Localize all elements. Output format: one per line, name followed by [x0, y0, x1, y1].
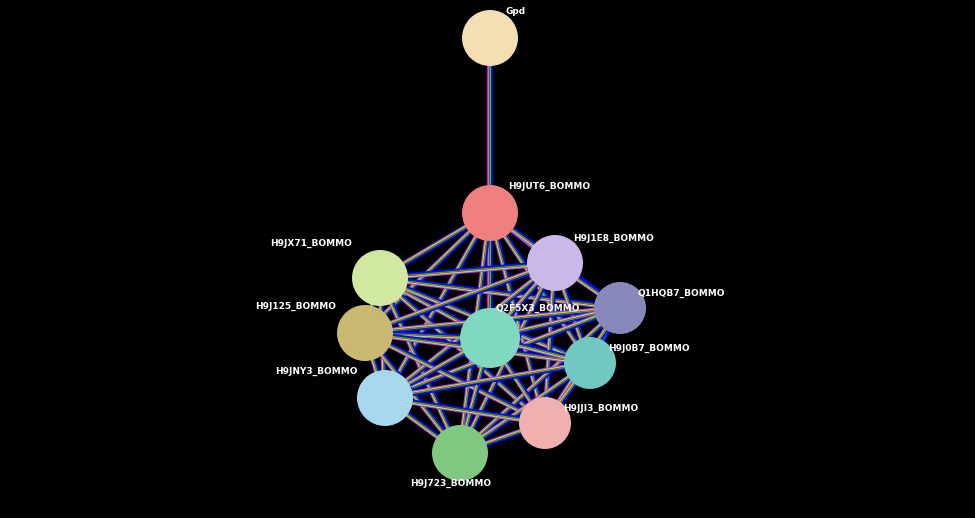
Circle shape — [527, 235, 583, 291]
Circle shape — [462, 185, 518, 241]
Circle shape — [519, 397, 571, 449]
Text: Q2F5X3_BOMMO: Q2F5X3_BOMMO — [495, 304, 579, 313]
Circle shape — [564, 337, 616, 389]
Circle shape — [337, 305, 393, 361]
Text: H9JNY3_BOMMO: H9JNY3_BOMMO — [275, 367, 358, 376]
Text: H9JJI3_BOMMO: H9JJI3_BOMMO — [563, 404, 639, 413]
Circle shape — [357, 370, 413, 426]
Text: Gpd: Gpd — [505, 7, 526, 16]
Text: H9J0B7_BOMMO: H9J0B7_BOMMO — [608, 344, 689, 353]
Text: H9J1E8_BOMMO: H9J1E8_BOMMO — [573, 234, 654, 243]
Circle shape — [460, 308, 520, 368]
Circle shape — [594, 282, 646, 334]
Text: H9J125_BOMMO: H9J125_BOMMO — [255, 302, 336, 311]
Text: H9JUT6_BOMMO: H9JUT6_BOMMO — [508, 182, 590, 191]
Text: Q1HQB7_BOMMO: Q1HQB7_BOMMO — [638, 289, 725, 298]
Circle shape — [432, 425, 488, 481]
Text: H9J723_BOMMO: H9J723_BOMMO — [410, 479, 491, 488]
Text: H9JX71_BOMMO: H9JX71_BOMMO — [270, 239, 352, 248]
Circle shape — [462, 10, 518, 66]
Circle shape — [352, 250, 408, 306]
